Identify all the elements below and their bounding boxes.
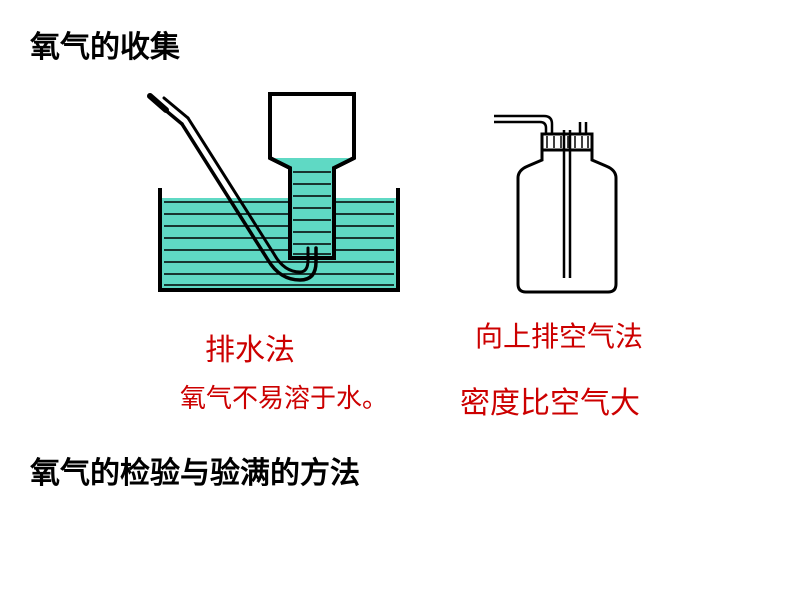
label-method-right: 向上排空气法 (475, 315, 643, 355)
diagram-water-displacement (140, 90, 410, 300)
water-displacement-svg (140, 90, 410, 300)
diagram-air-displacement (480, 100, 650, 300)
title-test: 氧气的检验与验满的方法 (30, 448, 360, 492)
label-reason-left: 氧气不易溶于水。 (180, 378, 388, 415)
label-reason-right: 密度比空气大 (460, 378, 640, 422)
title-collection: 氧气的收集 (30, 22, 180, 66)
label-method-left: 排水法 (205, 325, 295, 369)
air-displacement-svg (480, 100, 650, 300)
